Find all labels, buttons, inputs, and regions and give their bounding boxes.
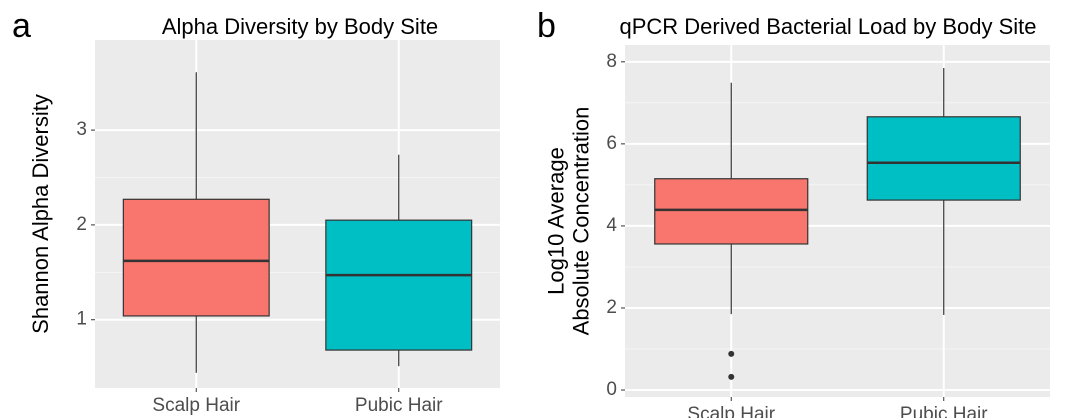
x-tick-label: Pubic Hair [900, 404, 988, 418]
panel-label: a [12, 7, 31, 45]
outlier [728, 350, 735, 357]
y-tick-label: 1 [76, 309, 87, 330]
box [325, 219, 473, 351]
box [122, 198, 270, 317]
x-tick-label: Pubic Hair [355, 395, 443, 416]
y-axis-label: Shannon Alpha Diversity [28, 94, 53, 334]
chart-title: qPCR Derived Bacterial Load by Body Site [620, 14, 1037, 39]
panel-label: b [537, 7, 556, 45]
y-tick-label: 2 [606, 297, 617, 318]
box [866, 116, 1021, 201]
chart-title: Alpha Diversity by Body Site [162, 14, 438, 39]
y-tick-label: 3 [76, 119, 87, 140]
outlier [728, 373, 735, 380]
y-tick-label: 2 [76, 214, 87, 235]
y-axis-label: Absolute Concentration [568, 107, 593, 336]
y-tick-label: 8 [606, 51, 617, 72]
box [654, 178, 809, 245]
y-tick-label: 6 [606, 133, 617, 154]
x-tick-label: Scalp Hair [152, 395, 240, 416]
y-tick-label: 0 [606, 379, 617, 400]
y-axis-label: Log10 Average [543, 147, 568, 295]
x-tick-label: Scalp Hair [687, 404, 775, 418]
y-tick-label: 4 [606, 215, 617, 236]
